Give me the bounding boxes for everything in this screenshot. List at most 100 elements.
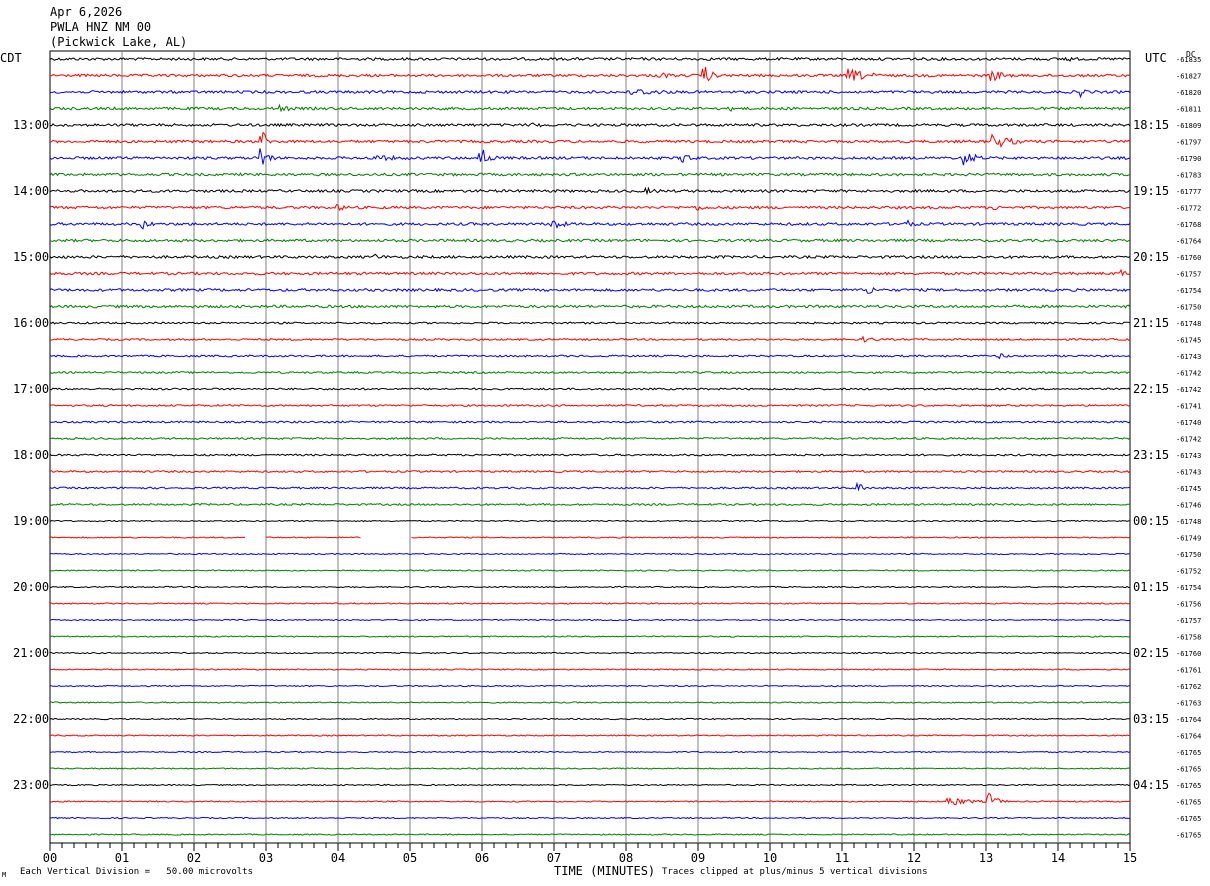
trace-line xyxy=(50,552,1131,556)
scale-note: Each Vertical Division = 50.00 microvolt… xyxy=(20,867,253,877)
x-tick-label: 11 xyxy=(835,851,849,865)
trace-line xyxy=(49,353,1131,360)
left-hour-label: 16:00 xyxy=(13,316,49,330)
left-hour-label: 21:00 xyxy=(13,646,49,660)
x-tick-label: 00 xyxy=(43,851,57,865)
x-tick-label: 10 xyxy=(763,851,777,865)
right-hour-label: 20:15 xyxy=(1133,250,1169,264)
trace-line xyxy=(49,131,1131,148)
trace-line xyxy=(49,734,1131,737)
right-hour-label: 03:15 xyxy=(1133,712,1169,726)
left-hour-label: 20:00 xyxy=(13,580,49,594)
trace-line xyxy=(49,335,1131,343)
trace-line xyxy=(49,792,1131,806)
dc-offset-label: -61741 xyxy=(1176,403,1201,411)
dc-offset-label: -61756 xyxy=(1176,601,1201,609)
dc-offset-label: -61763 xyxy=(1176,700,1201,708)
dc-offset-label: -61765 xyxy=(1176,799,1201,807)
dc-offset-label: -61761 xyxy=(1176,667,1201,675)
dc-offset-label: -61749 xyxy=(1176,535,1201,543)
dc-offset-label: -61754 xyxy=(1176,287,1201,295)
dc-offset-label: -61764 xyxy=(1176,238,1201,246)
trace-line xyxy=(49,668,1131,671)
trace-line xyxy=(49,684,1131,688)
trace-line xyxy=(49,453,1131,457)
dc-offset-label: -61745 xyxy=(1176,337,1201,345)
dc-offset-label: -61752 xyxy=(1176,568,1201,576)
clip-note: Traces clipped at plus/minus 5 vertical … xyxy=(662,867,928,877)
trace-line xyxy=(49,536,1131,539)
x-tick-label: 02 xyxy=(187,851,201,865)
dc-offset-label: -61757 xyxy=(1176,617,1201,625)
dc-offset-label: -61765 xyxy=(1176,766,1201,774)
dc-offset-label: -61748 xyxy=(1176,320,1201,328)
left-hour-label: 17:00 xyxy=(13,382,49,396)
dc-offset-label: -61809 xyxy=(1176,122,1201,130)
trace-line xyxy=(49,816,1130,820)
dc-offset-label: -61745 xyxy=(1176,485,1201,493)
dc-offset-label: -61772 xyxy=(1176,205,1201,213)
trace-line xyxy=(49,387,1131,391)
trace-line xyxy=(49,602,1131,605)
trace-line xyxy=(49,420,1131,424)
trace-line xyxy=(49,103,1131,113)
trace-line xyxy=(49,172,1131,177)
trace-line xyxy=(49,783,1131,787)
trace-line xyxy=(49,56,1131,62)
right-hour-label: 23:15 xyxy=(1133,448,1169,462)
trace-line xyxy=(49,89,1131,99)
right-hour-label: 18:15 xyxy=(1133,118,1169,132)
dc-offset-label: -61777 xyxy=(1176,188,1201,196)
trace-line xyxy=(49,148,1131,166)
dc-offset-label: -61750 xyxy=(1176,304,1201,312)
right-hour-label: 02:15 xyxy=(1133,646,1169,660)
trace-line xyxy=(49,618,1130,622)
trace-line xyxy=(49,635,1131,638)
trace-line xyxy=(49,469,1131,474)
dc-offset-label: -61760 xyxy=(1176,650,1201,658)
trace-line xyxy=(49,701,1131,704)
dc-label: DC xyxy=(1186,50,1196,59)
trace-line xyxy=(49,268,1131,277)
left-hour-label: 23:00 xyxy=(13,778,49,792)
dc-offset-label: -61811 xyxy=(1176,106,1201,114)
dc-offset-label: -61757 xyxy=(1176,271,1201,279)
trace-line xyxy=(49,304,1131,309)
trace-line xyxy=(49,717,1131,721)
left-hour-label: 13:00 xyxy=(13,118,49,132)
dc-offset-label: -61764 xyxy=(1176,733,1201,741)
dc-offset-label: -61820 xyxy=(1176,89,1201,97)
helicorder-station: PWLA HNZ NM 00 xyxy=(50,20,152,34)
dc-offset-label: -61765 xyxy=(1176,832,1201,840)
x-tick-label: 04 xyxy=(331,851,345,865)
left-hour-label: 22:00 xyxy=(13,712,49,726)
dc-offset-label: -61765 xyxy=(1176,749,1201,757)
x-tick-label: 15 xyxy=(1123,851,1137,865)
dc-offset-label: -61760 xyxy=(1176,254,1201,262)
trace-line xyxy=(49,370,1130,375)
dc-offset-label: -61758 xyxy=(1176,634,1201,642)
dc-offset-label: -61742 xyxy=(1176,436,1201,444)
trace-line xyxy=(49,569,1131,572)
trace-line xyxy=(49,122,1131,128)
left-hour-label: 15:00 xyxy=(13,250,49,264)
x-tick-label: 09 xyxy=(691,851,705,865)
trace-line xyxy=(49,186,1131,196)
trace-line xyxy=(49,750,1131,754)
right-hour-label: 19:15 xyxy=(1133,184,1169,198)
dc-offset-label: -61750 xyxy=(1176,551,1201,559)
trace-line xyxy=(49,203,1131,212)
dc-offset-label: -61764 xyxy=(1176,716,1201,724)
trace-line xyxy=(49,238,1131,243)
trace-line xyxy=(49,403,1131,408)
right-hour-label: 00:15 xyxy=(1133,514,1169,528)
trace-line xyxy=(49,767,1131,770)
x-tick-label: 12 xyxy=(907,851,921,865)
dc-offset-label: -61835 xyxy=(1176,56,1201,64)
dc-offset-label: -61827 xyxy=(1176,73,1201,81)
plot-frame xyxy=(49,50,1131,844)
right-hour-label: 21:15 xyxy=(1133,316,1169,330)
x-tick-label: 14 xyxy=(1051,851,1065,865)
dc-offset-label: -61783 xyxy=(1176,172,1201,180)
